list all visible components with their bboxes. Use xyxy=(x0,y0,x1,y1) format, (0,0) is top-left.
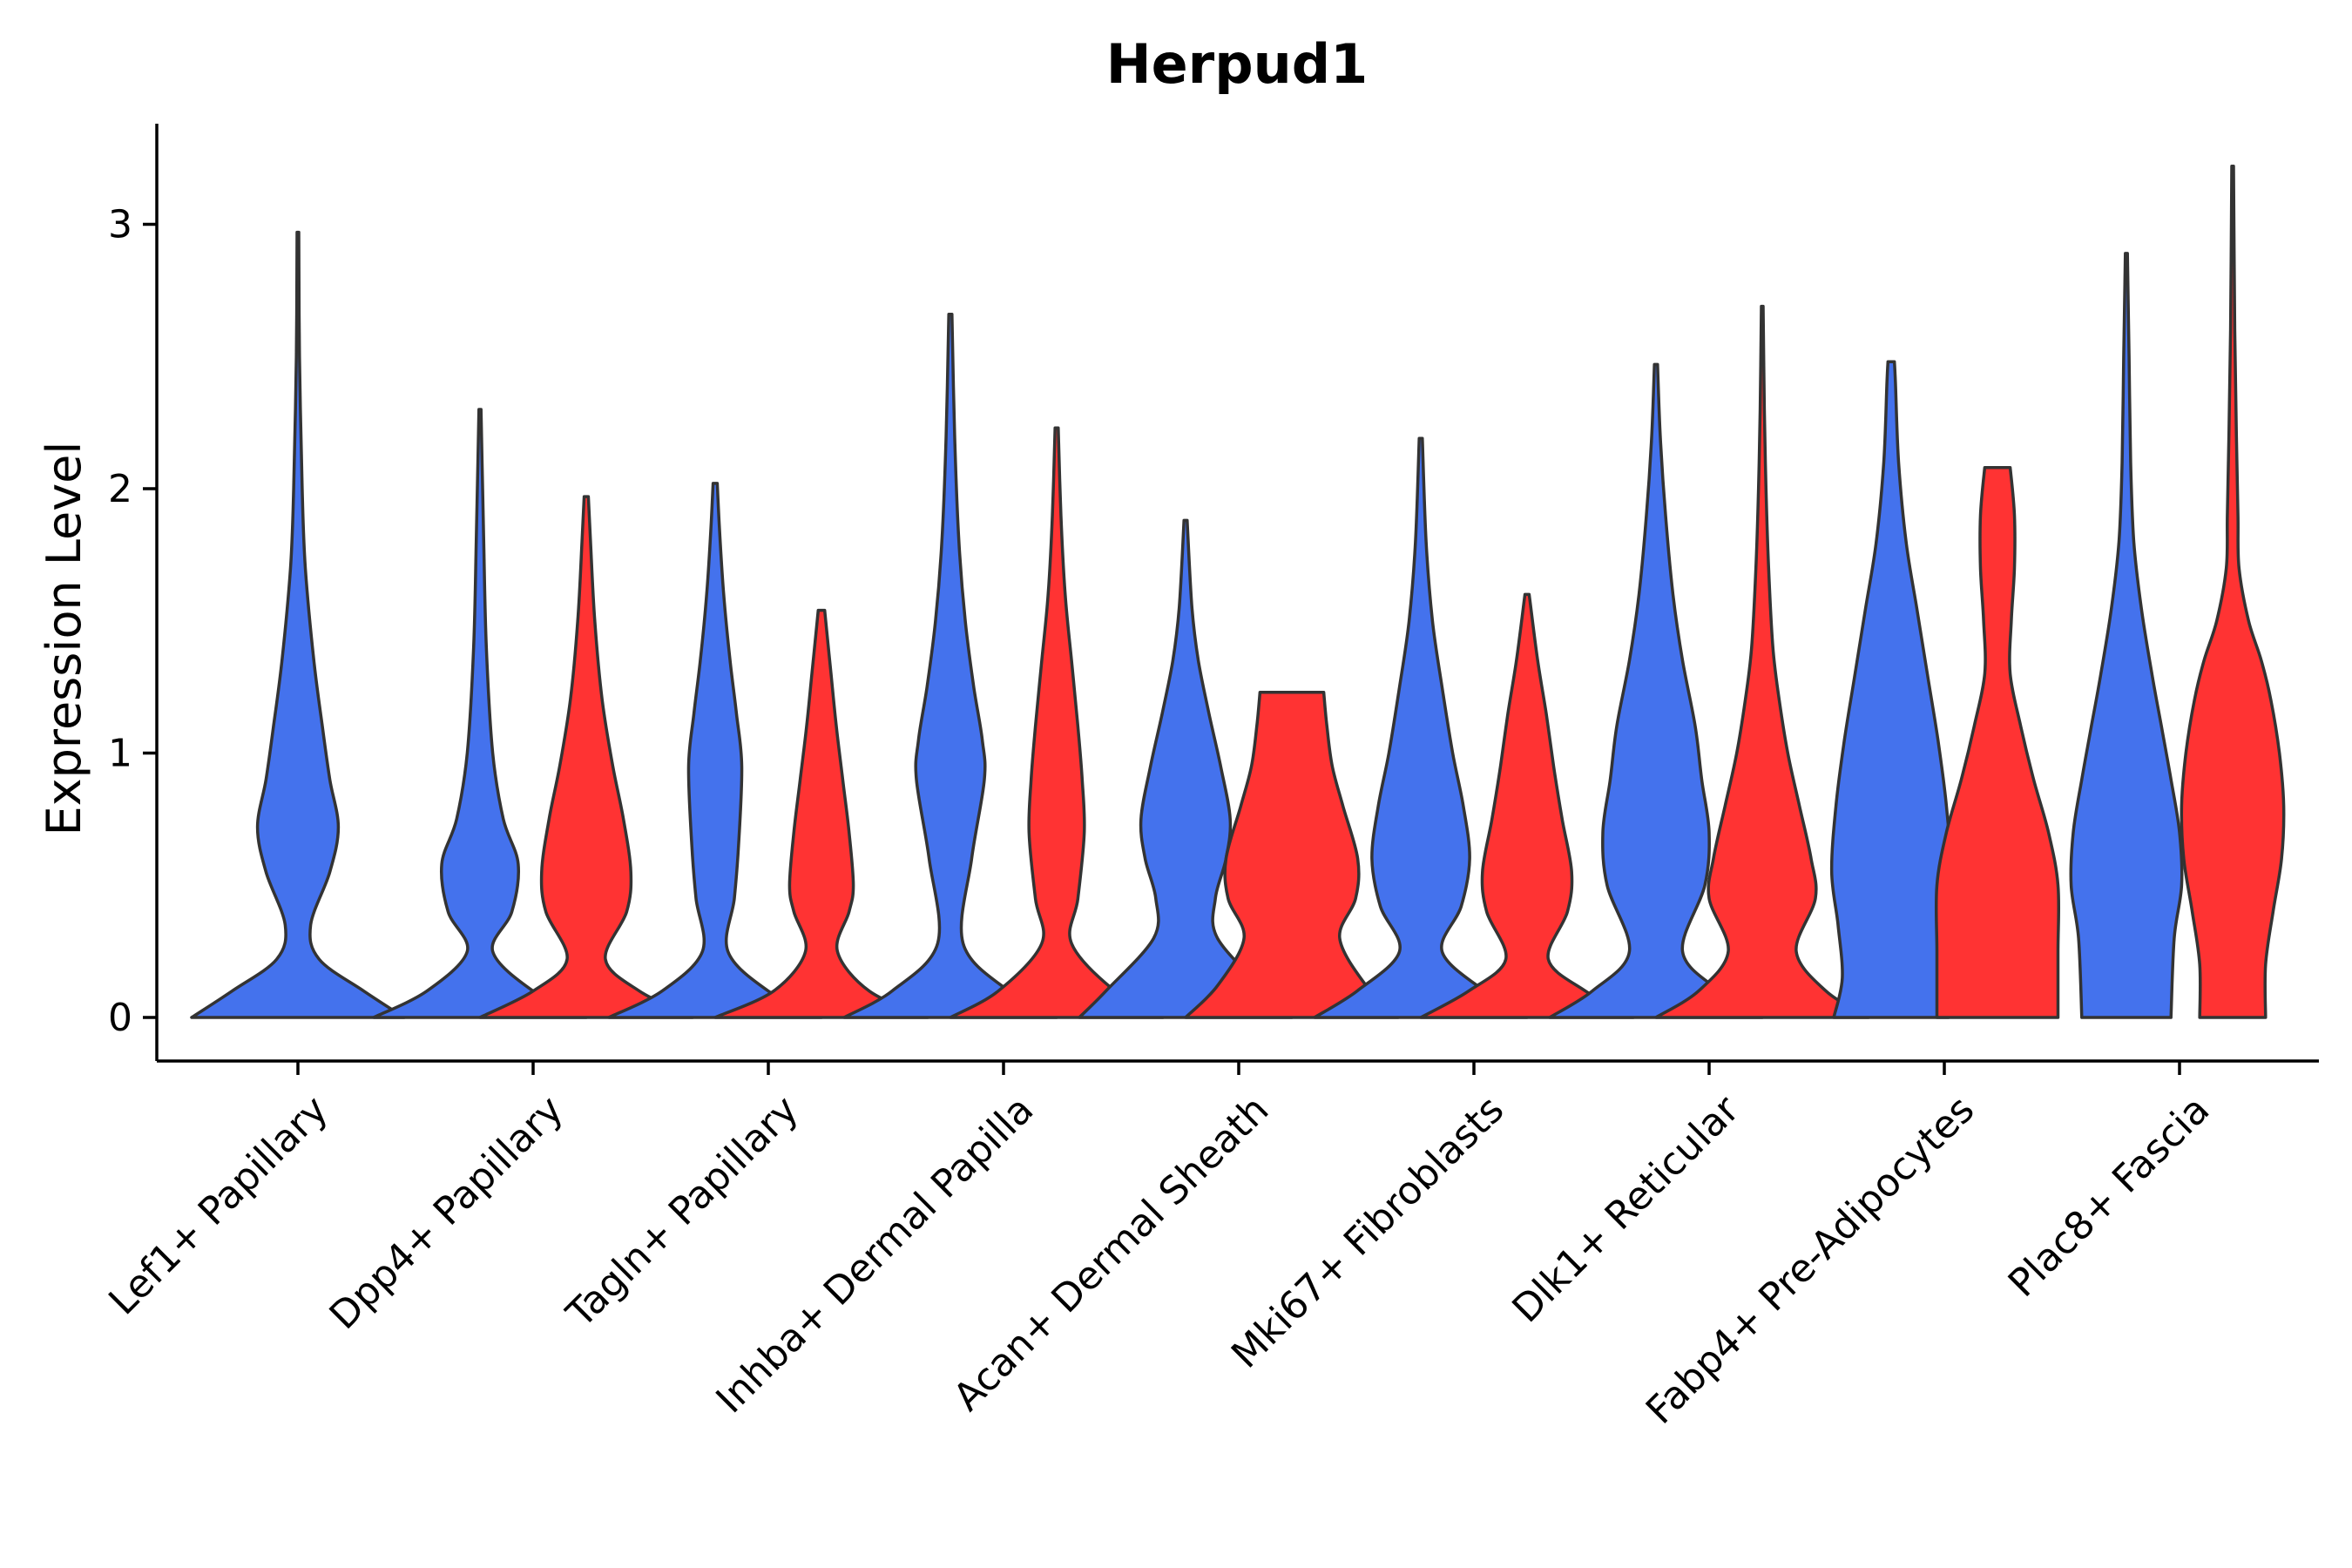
violin-layer xyxy=(190,164,2286,1019)
violin-1-plac8-fascia xyxy=(2069,252,2184,1019)
violin-2-acan-dermal-sheath xyxy=(1184,690,1400,1019)
violin-1-mki67-fibroblasts xyxy=(1313,436,1529,1019)
violin-2-tagln-papillary xyxy=(713,608,929,1019)
y-ticks: 0 1 2 3 xyxy=(108,203,157,1040)
violin-1-dlk1-reticular xyxy=(1548,362,1764,1019)
chart-title: Herpud1 xyxy=(1106,32,1369,96)
violin-2-dpp4-papillary xyxy=(478,495,694,1019)
violin-2-plac8-fascia xyxy=(2180,164,2286,1019)
violin-2-dlk1-reticular xyxy=(1654,304,1870,1019)
violin-2-mki67-fibroblasts xyxy=(1419,592,1635,1019)
violin-2-fabp4-pre-adipocytes xyxy=(1934,465,2061,1019)
violin-1-dpp4-papillary xyxy=(372,408,588,1019)
y-tick-label: 1 xyxy=(108,732,132,776)
violin-1-acan-dermal-sheath xyxy=(1078,518,1294,1019)
violin-1-lef1-papillary xyxy=(190,230,406,1019)
violin-1-tagln-papillary xyxy=(607,482,823,1019)
y-tick-label: 2 xyxy=(108,467,132,511)
violin-2-inhba-dermal-papilla xyxy=(949,426,1165,1019)
y-tick-label: 3 xyxy=(108,203,132,247)
y-tick-label: 0 xyxy=(108,996,132,1040)
violin-1-fabp4-pre-adipocytes xyxy=(1829,360,1953,1019)
y-axis-label: Expression Level xyxy=(37,442,91,836)
violin-1-inhba-dermal-papilla xyxy=(842,312,1058,1019)
